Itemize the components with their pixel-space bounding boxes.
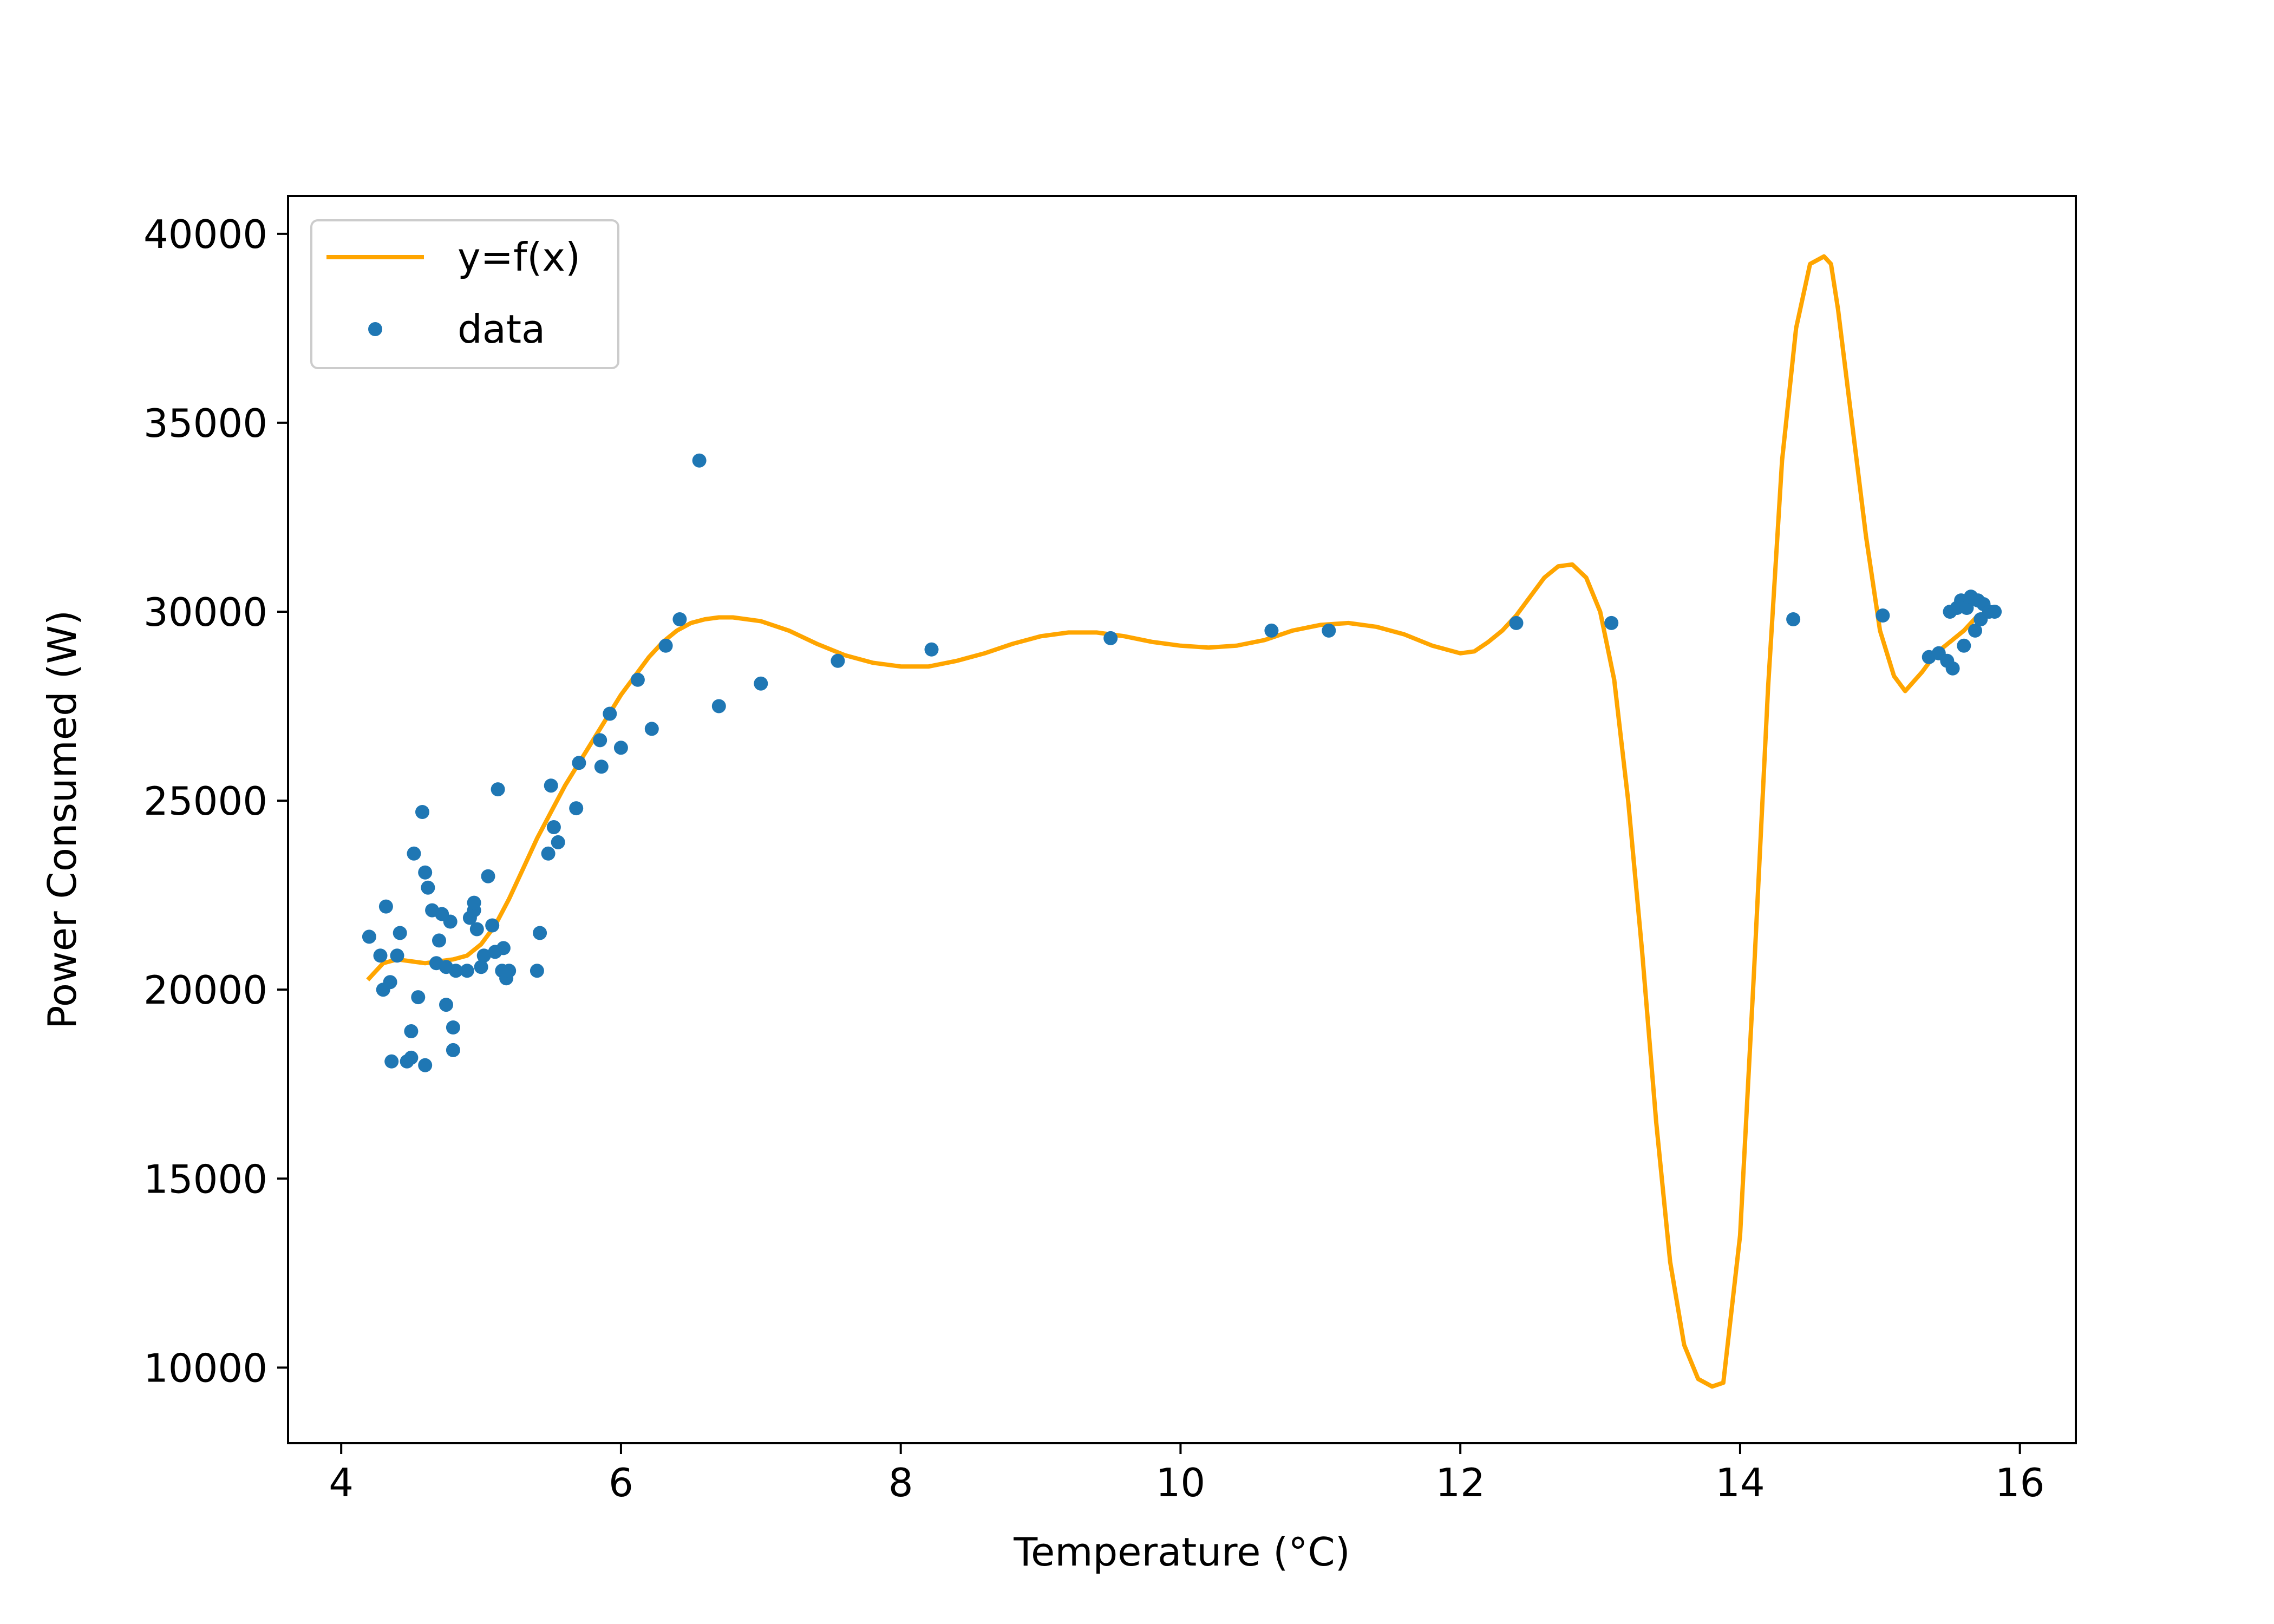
y-tick-label: 10000 [143, 1345, 267, 1391]
data-point [1264, 623, 1279, 638]
data-point [496, 941, 511, 955]
x-axis: 4 6 8 10 12 14 16 [329, 1443, 2044, 1505]
data-point [644, 722, 659, 736]
data-point [551, 835, 565, 849]
data-point [476, 948, 491, 963]
legend-marker-swatch [368, 322, 382, 336]
data-point [692, 453, 707, 468]
data-point [383, 975, 397, 990]
data-point [1509, 615, 1524, 630]
x-tick-label: 10 [1156, 1460, 1206, 1505]
data-point [443, 914, 458, 929]
data-point [449, 964, 463, 978]
data-point [924, 642, 939, 657]
data-point [541, 846, 556, 861]
data-point [1988, 605, 2002, 619]
data-point [613, 741, 628, 755]
data-point [603, 706, 617, 721]
data-point [1604, 615, 1619, 630]
data-point [831, 653, 845, 668]
data-point [418, 865, 433, 880]
data-point [439, 998, 453, 1012]
plot-area [362, 254, 2002, 1389]
data-point [481, 869, 495, 883]
data-point [502, 964, 517, 978]
data-point [630, 672, 645, 687]
data-point [474, 960, 488, 974]
x-tick-label: 16 [1995, 1460, 2045, 1505]
data-point [594, 759, 609, 774]
fit-curve-line [366, 254, 2001, 1389]
y-axis-label: Power Consumed (W) [40, 610, 85, 1029]
data-point [362, 929, 376, 944]
data-point [467, 895, 481, 910]
data-point [1959, 601, 1974, 615]
legend-label-line: y=f(x) [458, 234, 580, 280]
y-tick-label: 20000 [143, 967, 267, 1013]
data-point [485, 918, 500, 933]
data-point [384, 1054, 399, 1069]
data-point [378, 899, 393, 914]
data-point [393, 926, 407, 940]
axes-frame [287, 195, 2077, 1444]
data-point [530, 964, 544, 978]
data-point [432, 933, 446, 948]
data-point [1876, 608, 1890, 623]
data-point [754, 676, 768, 691]
data-point [711, 699, 726, 713]
data-point [1786, 612, 1801, 626]
data-point [1957, 638, 1971, 653]
data-point [415, 805, 429, 819]
y-tick-label: 30000 [143, 590, 267, 635]
data-point [421, 880, 435, 895]
data-point [418, 1058, 433, 1072]
data-point [390, 948, 404, 963]
data-point [446, 1020, 460, 1034]
data-point [460, 964, 474, 978]
x-tick-label: 8 [888, 1460, 913, 1505]
data-point [407, 846, 421, 861]
data-point [658, 638, 673, 653]
y-tick-label: 35000 [143, 401, 267, 446]
data-point [411, 990, 426, 1005]
legend-label-data: data [458, 306, 545, 352]
data-point [672, 612, 687, 626]
data-point [1322, 623, 1336, 638]
y-tick-label: 40000 [143, 212, 267, 257]
data-point [469, 922, 484, 937]
data-point [404, 1024, 419, 1038]
x-tick-label: 6 [609, 1460, 633, 1505]
data-point [533, 926, 547, 940]
data-point [1968, 623, 1982, 638]
data-point [593, 733, 607, 748]
data-point [404, 1050, 419, 1065]
x-axis-label: Temperature (°C) [1013, 1529, 1350, 1575]
data-point [572, 756, 586, 770]
legend: y=f(x) data [310, 219, 619, 369]
data-point [1945, 661, 1960, 676]
y-tick-label: 25000 [143, 778, 267, 824]
x-tick-label: 4 [329, 1460, 354, 1505]
y-axis: 10000 15000 20000 25000 30000 35000 40000 [143, 212, 288, 1391]
x-tick-label: 14 [1715, 1460, 1765, 1505]
y-tick-label: 15000 [143, 1156, 267, 1202]
data-point [569, 801, 584, 816]
data-point [491, 782, 505, 797]
data-point [1103, 631, 1118, 645]
data-point [446, 1043, 460, 1057]
x-tick-label: 12 [1435, 1460, 1485, 1505]
data-point [544, 778, 558, 793]
data-point [373, 948, 388, 963]
data-point [546, 820, 561, 834]
